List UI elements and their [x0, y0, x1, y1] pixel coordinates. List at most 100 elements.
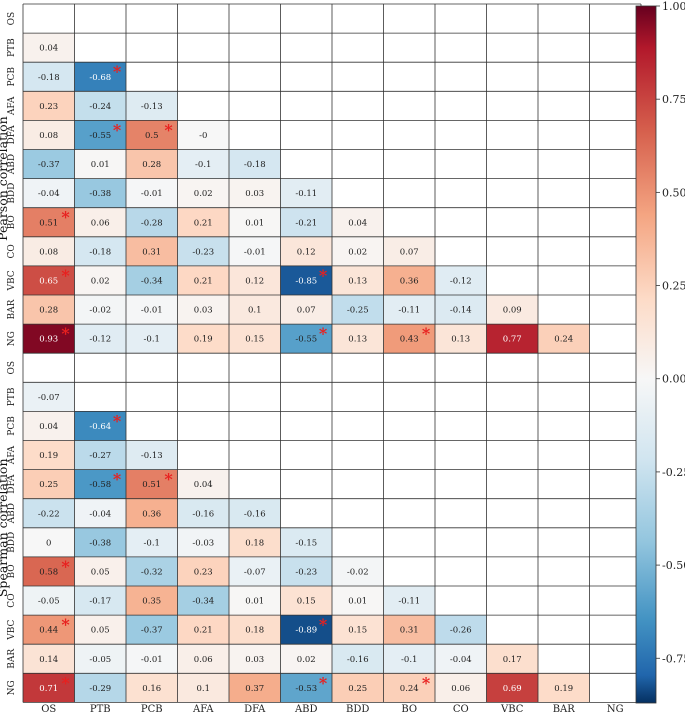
spearman-cell-label: -0.53: [295, 684, 317, 694]
empty-cell: [332, 149, 384, 179]
pearson-cell-label: 0.08: [39, 247, 58, 257]
pearson-cell-NG-DFA: [229, 324, 281, 354]
empty-cell: [280, 469, 332, 499]
spearman-cell-NG-BO: [383, 673, 435, 703]
spearman-cell-NG-BAR: [538, 673, 590, 703]
pearson-cell-label: 0.03: [194, 306, 213, 316]
empty-cell: [177, 411, 229, 441]
empty-cell: [435, 586, 487, 616]
spearman-cell-VBC-PTB: [74, 615, 126, 645]
empty-cell: [589, 236, 641, 266]
empty-cell: [126, 411, 178, 441]
colorbar-tick-label: 0.00: [662, 373, 685, 386]
pearson-cell-label: 0.02: [194, 189, 213, 199]
empty-cell: [280, 353, 332, 383]
pearson-cell-label: -0.1: [144, 335, 160, 345]
x-tick-label: NG: [607, 704, 624, 714]
empty-cell: [486, 207, 538, 237]
significance-star: *: [319, 266, 328, 285]
pearson-cell-label: -0.38: [89, 189, 111, 199]
x-tick-label: ABD: [294, 704, 318, 714]
significance-star: *: [319, 615, 328, 634]
spearman-y-tick-label: PTB: [7, 387, 17, 406]
empty-cell: [383, 556, 435, 586]
empty-cell: [589, 382, 641, 412]
pearson-cell-DFA-PTB: [74, 120, 126, 150]
pearson-cell-label: 0.04: [39, 44, 58, 54]
spearman-cell-PCB-OS: [23, 411, 75, 441]
spearman-cell-label: 0.03: [245, 655, 264, 665]
pearson-cell-BO-PTB: [74, 207, 126, 237]
empty-cell: [383, 4, 435, 34]
pearson-cell-NG-AFA: [177, 324, 229, 354]
spearman-cell-label: 0.04: [194, 480, 213, 490]
pearson-cell-CO-PTB: [74, 236, 126, 266]
pearson-cell-label: 0.93: [39, 335, 58, 345]
empty-cell: [383, 498, 435, 528]
empty-cell: [435, 120, 487, 150]
spearman-y-tick-label: BO: [7, 564, 17, 578]
empty-cell: [126, 382, 178, 412]
spearman-cell-VBC-CO: [435, 615, 487, 645]
empty-cell: [589, 615, 641, 645]
pearson-cell-PTB-OS: [23, 33, 75, 63]
pearson-cell-label: 0.19: [194, 335, 213, 345]
pearson-cell-label: 0.21: [194, 218, 213, 228]
colorbar-tick-label: -0.25: [662, 466, 685, 479]
spearman-cell-label: -0.23: [295, 567, 317, 577]
empty-cell: [486, 527, 538, 557]
pearson-y-tick-label: DFA: [7, 125, 17, 145]
empty-cell: [332, 498, 384, 528]
pearson-cell-label: 0.23: [39, 102, 58, 112]
empty-cell: [177, 440, 229, 470]
pearson-y-tick-label: BO: [7, 215, 17, 229]
colorbar-tick-label: 0.25: [662, 280, 685, 293]
spearman-cell-label: 0.18: [245, 538, 264, 548]
colorbar-frame: [635, 5, 657, 704]
x-tick-label: BAR: [553, 704, 576, 714]
empty-cell: [332, 178, 384, 208]
pearson-cell-label: -0.37: [38, 160, 60, 170]
spearman-cell-BAR-AFA: [177, 644, 229, 674]
pearson-cell-BAR-AFA: [177, 295, 229, 325]
significance-star: *: [113, 411, 122, 430]
pearson-cell-CO-DFA: [229, 236, 281, 266]
pearson-cell-label: -0.01: [141, 189, 163, 199]
pearson-cell-VBC-BDD: [332, 265, 384, 295]
empty-cell: [280, 440, 332, 470]
empty-cell: [538, 91, 590, 121]
significance-star: *: [164, 470, 173, 489]
empty-cell: [332, 382, 384, 412]
empty-cell: [538, 62, 590, 92]
pearson-cell-VBC-BO: [383, 265, 435, 295]
empty-cell: [332, 120, 384, 150]
empty-cell: [486, 33, 538, 63]
empty-cell: [332, 353, 384, 383]
empty-cell: [589, 91, 641, 121]
empty-cell: [486, 586, 538, 616]
empty-cell: [280, 120, 332, 150]
spearman-cell-CO-AFA: [177, 586, 229, 616]
spearman-cell-label: -0.32: [141, 567, 163, 577]
pearson-cell-label: -0.1: [195, 160, 211, 170]
x-tick-label: BDD: [346, 704, 369, 714]
pearson-cell-label: -0.55: [295, 335, 317, 345]
x-tick-label: AFA: [192, 704, 214, 714]
empty-cell: [486, 236, 538, 266]
spearman-cell-label: 0.19: [39, 451, 58, 461]
spearman-cell-label: 0.15: [348, 626, 367, 636]
empty-cell: [589, 440, 641, 470]
spearman-cell-label: 0.23: [194, 567, 213, 577]
x-tick-label: PCB: [141, 704, 163, 714]
empty-cell: [589, 644, 641, 674]
empty-cell: [486, 615, 538, 645]
spearman-cell-BDD-DFA: [229, 527, 281, 557]
empty-cell: [589, 411, 641, 441]
pearson-y-tick-label: VBC: [7, 270, 17, 291]
spearman-cell-DFA-PCB: [126, 469, 178, 499]
pearson-cell-BO-ABD: [280, 207, 332, 237]
pearson-cell-label: -0.18: [89, 247, 111, 257]
pearson-cell-NG-ABD: [280, 324, 332, 354]
spearman-cell-label: 0: [46, 538, 51, 548]
empty-cell: [589, 469, 641, 499]
